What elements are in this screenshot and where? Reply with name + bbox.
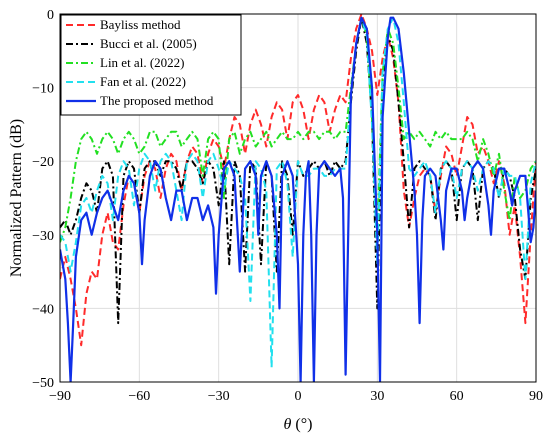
x-tick-label: −90 — [49, 389, 71, 404]
x-axis-title: θ (°) — [284, 416, 313, 433]
x-tick-labels: −90 −60 −30 0 30 60 90 — [49, 389, 543, 404]
y-tick-label: −50 — [32, 376, 54, 391]
x-axis-unit: (°) — [291, 416, 312, 433]
series-line-3 — [60, 16, 536, 243]
x-tick-label: 0 — [295, 389, 302, 404]
y-axis-title: Normalized Pattern (dB) — [8, 119, 25, 277]
series-line-4 — [60, 16, 536, 369]
x-tick-label: 30 — [370, 389, 384, 404]
legend-entry: Lin et al. (2022) — [100, 55, 184, 70]
y-tick-label: −30 — [32, 229, 54, 244]
y-tick-labels: 0 −10 −20 −30 −40 −50 — [32, 8, 54, 391]
legend-box — [60, 14, 242, 116]
x-tick-label: 60 — [450, 389, 464, 404]
series-layer — [60, 14, 536, 382]
legend-entry: Bucci et al. (2005) — [100, 36, 197, 51]
y-tick-label: −40 — [32, 302, 54, 317]
x-tick-label: −60 — [128, 389, 150, 404]
y-tick-label: −20 — [32, 155, 54, 170]
series-line-1 — [60, 14, 536, 347]
legend-entry: The proposed method — [100, 93, 214, 108]
y-tick-label: −10 — [32, 82, 54, 97]
y-tick-label: 0 — [47, 8, 54, 23]
legend: Bayliss method Bucci et al. (2005) Lin et … — [60, 14, 242, 116]
series-line-5 — [60, 16, 536, 382]
legend-entry: Fan et al. (2022) — [100, 74, 186, 89]
x-tick-label: 90 — [529, 389, 543, 404]
legend-entry: Bayliss method — [100, 17, 181, 32]
x-tick-label: −30 — [208, 389, 230, 404]
plot-frame — [59, 13, 537, 383]
x-axis-symbol: θ — [284, 416, 292, 433]
